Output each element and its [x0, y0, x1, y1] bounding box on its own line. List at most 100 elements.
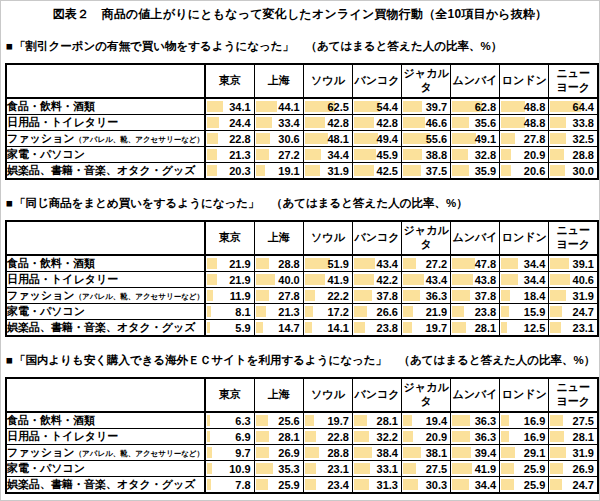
- row-label: 娯楽品、書籍・音楽、オタク・グッズ: [7, 321, 196, 333]
- value-cell: 26.9: [549, 461, 598, 477]
- value-text: 48.8: [524, 101, 548, 113]
- value-cell: 32.2: [352, 429, 401, 445]
- value-bar: [305, 447, 319, 458]
- value-text: 34.4: [524, 258, 548, 270]
- value-text: 25.9: [278, 479, 302, 491]
- value-text: 12.5: [524, 322, 548, 334]
- value-bar: [452, 306, 463, 317]
- value-text: 23.8: [475, 306, 499, 318]
- value-cell: 36.3: [401, 288, 450, 304]
- section-bulk-buying: ■「同じ商品をまとめ買いをするようになった」 （あてはまると答えた人の比率、%）…: [1, 196, 599, 337]
- value-text: 25.9: [524, 479, 548, 491]
- value-text: 22.2: [327, 290, 351, 302]
- value-bar: [305, 415, 314, 426]
- value-bar: [305, 431, 316, 442]
- value-text: 32.2: [377, 431, 401, 443]
- value-text: 62.5: [327, 101, 351, 113]
- value-text: 26.9: [573, 463, 597, 475]
- value-cell: 34.4: [500, 272, 549, 288]
- value-cell: 25.9: [254, 477, 303, 494]
- value-text: 18.4: [524, 290, 548, 302]
- value-bar: [207, 117, 219, 128]
- value-text: 23.1: [327, 463, 351, 475]
- value-cell: 22.2: [303, 288, 352, 304]
- value-text: 27.5: [426, 463, 450, 475]
- table-row: 日用品・トイレタリー21.940.041.942.243.443.834.440…: [6, 272, 598, 288]
- value-bar: [305, 133, 328, 144]
- value-cell: 37.5: [401, 163, 450, 180]
- value-text: 22.8: [327, 431, 351, 443]
- value-cell: 16.9: [500, 429, 549, 445]
- value-text: 6.3: [235, 415, 253, 427]
- row-label: 食品・飲料・酒類: [7, 414, 95, 426]
- value-bar: [256, 101, 277, 112]
- value-text: 23.1: [573, 322, 597, 334]
- value-bar: [550, 306, 562, 317]
- value-cell: 21.9: [205, 255, 254, 272]
- value-bar: [501, 479, 513, 490]
- table-head: 東京上海ソウルバンコクジャカルタムンバイロンドンニュー ヨーク: [6, 221, 598, 255]
- value-bar: [207, 306, 211, 317]
- value-bar: [354, 133, 378, 144]
- value-cell: 27.5: [549, 412, 598, 429]
- value-bar: [501, 117, 524, 128]
- column-header: バンコク: [352, 221, 401, 255]
- value-bar: [501, 290, 510, 301]
- value-cell: 14.1: [303, 320, 352, 337]
- value-text: 38.1: [426, 447, 450, 459]
- value-cell: 19.4: [401, 412, 450, 429]
- value-bar: [354, 415, 368, 426]
- value-bar: [354, 274, 374, 285]
- figure-title: 図表２ 商品の値上がりにともなって変化したオンライン買物行動（全10項目から抜粋…: [1, 1, 599, 23]
- value-text: 49.1: [475, 133, 499, 145]
- data-table: 東京上海ソウルバンコクジャカルタムンバイロンドンニュー ヨーク食品・飲料・酒類2…: [5, 220, 599, 337]
- value-cell: 62.5: [303, 98, 352, 115]
- value-text: 23.4: [327, 479, 351, 491]
- value-bar: [305, 463, 316, 474]
- value-text: 5.9: [235, 322, 253, 334]
- value-cell: 41.9: [303, 272, 352, 288]
- value-text: 30.0: [573, 165, 597, 177]
- value-text: 36.3: [475, 431, 499, 443]
- value-bar: [207, 415, 210, 426]
- column-header: ムンバイ: [451, 221, 500, 255]
- value-cell: 16.9: [500, 412, 549, 429]
- value-cell: 7.8: [205, 477, 254, 494]
- value-text: 30.6: [278, 133, 302, 145]
- value-text: 45.9: [377, 149, 401, 161]
- value-cell: 24.7: [549, 477, 598, 494]
- value-bar: [256, 258, 270, 269]
- value-text: 37.5: [426, 165, 450, 177]
- value-text: 31.9: [573, 447, 597, 459]
- column-header: ソウル: [303, 221, 352, 255]
- row-label: ファッション: [7, 289, 75, 301]
- value-bar: [256, 149, 269, 160]
- section-overseas-ec: ■「国内よりも安く購入できる海外ＥＣサイトを利用するようになった」 （あてはまる…: [1, 353, 599, 494]
- value-cell: 12.5: [500, 320, 549, 337]
- column-header: ニュー ヨーク: [549, 64, 598, 98]
- column-header: 上海: [254, 64, 303, 98]
- value-bar: [207, 149, 217, 160]
- value-bar: [452, 149, 468, 160]
- value-cell: 42.5: [352, 163, 401, 180]
- row-label: 娯楽品、書籍・音楽、オタク・グッズ: [7, 478, 196, 490]
- value-cell: 35.3: [254, 461, 303, 477]
- value-cell: 24.4: [205, 115, 254, 131]
- section-heading: ■「割引クーポンの有無で買い物をするようになった」 （あてはまると答えた人の比率…: [6, 39, 595, 54]
- value-text: 19.4: [426, 415, 450, 427]
- value-cell: 48.1: [303, 131, 352, 147]
- value-bar: [403, 117, 425, 128]
- value-cell: 48.8: [500, 98, 549, 115]
- column-header: バンコク: [352, 64, 401, 98]
- value-text: 32.8: [475, 149, 499, 161]
- value-cell: 41.9: [451, 461, 500, 477]
- value-bar: [256, 322, 263, 333]
- value-bar: [501, 306, 509, 317]
- value-cell: 26.9: [254, 445, 303, 461]
- column-header: ソウル: [303, 378, 352, 412]
- row-header: 娯楽品、書籍・音楽、オタク・グッズ: [6, 320, 205, 337]
- value-cell: 38.1: [401, 445, 450, 461]
- column-header: ソウル: [303, 64, 352, 98]
- value-cell: 33.1: [352, 461, 401, 477]
- value-text: 14.7: [278, 322, 302, 334]
